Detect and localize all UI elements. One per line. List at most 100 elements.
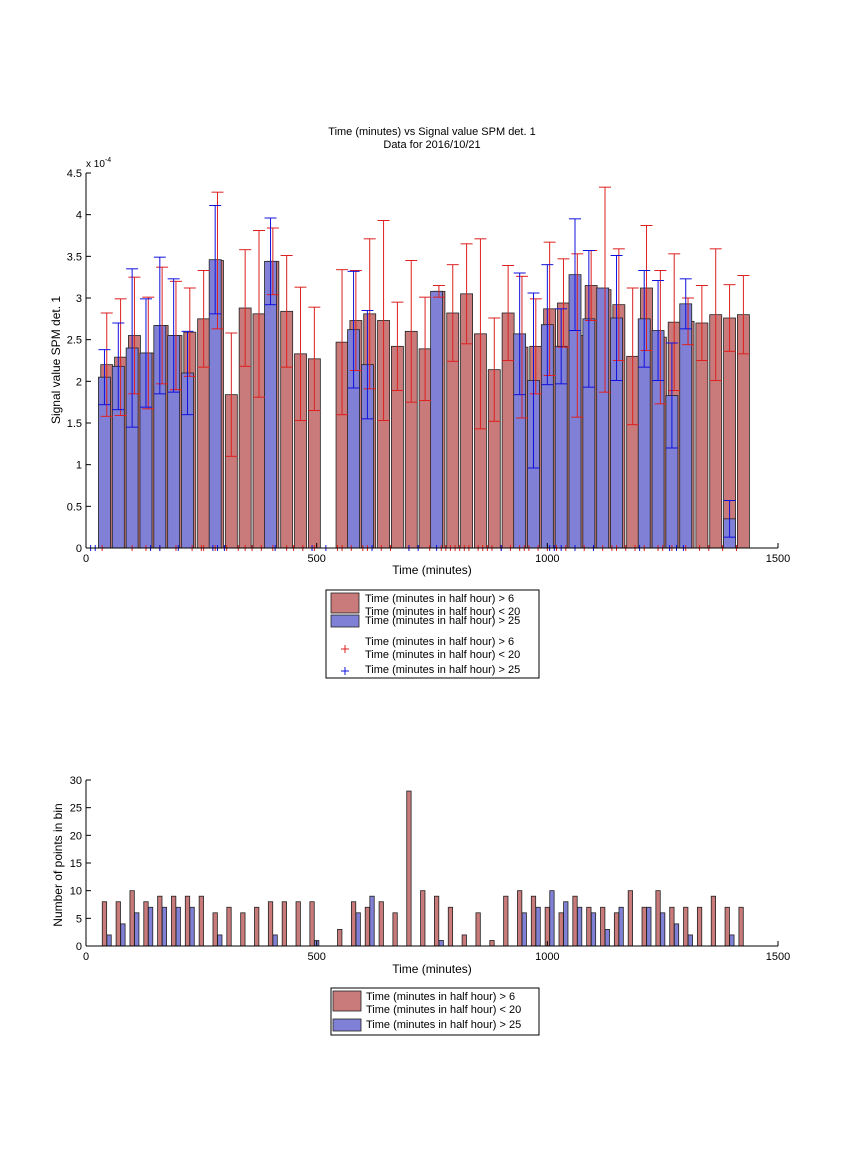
chart2-bar xyxy=(655,890,661,947)
chart1-error-bar xyxy=(112,322,125,411)
chart1-error-bar xyxy=(181,330,194,416)
signal-chart: Time (minutes) vs Signal value SPM det. … xyxy=(49,126,790,679)
chart2-bar xyxy=(558,912,564,947)
chart2-bar xyxy=(590,912,597,947)
chart1-error-bar xyxy=(571,253,584,418)
chart1-error-bar xyxy=(557,258,570,348)
chart2-y-tick-label: 15 xyxy=(70,858,82,870)
chart1-error-bar xyxy=(527,292,540,469)
chart1-error-bar xyxy=(640,225,653,351)
chart1-error-bar xyxy=(679,278,692,330)
chart2-bar xyxy=(475,912,481,947)
chart1-error-bar xyxy=(709,248,722,381)
chart1-y-tick-label: 1 xyxy=(76,460,82,472)
chart2-bar xyxy=(267,901,274,947)
chart1-error-bar xyxy=(197,270,210,368)
chart1-legend-swatch xyxy=(330,614,360,628)
chart1-y-tick-label: 0.5 xyxy=(67,501,82,513)
chart2-bar xyxy=(729,934,735,947)
chart1-error-bar xyxy=(460,243,473,345)
chart2-bar xyxy=(134,912,140,947)
chart2-bar xyxy=(604,929,610,947)
chart2-ylabel: Number of points in bin xyxy=(51,803,65,926)
chart1-error-bar xyxy=(156,266,169,385)
chart2-bar xyxy=(161,906,168,947)
chart2-bar xyxy=(646,906,652,947)
chart2-legend-label: Time (minutes in half hour) < 20 xyxy=(366,1004,521,1016)
chart1-y-tick-label: 2 xyxy=(76,376,82,388)
chart2-bar xyxy=(461,934,467,947)
chart1-legend-label: Time (minutes in half hour) > 25 xyxy=(365,615,520,627)
chart1-error-bar xyxy=(668,253,681,391)
chart2-y-tick-label: 25 xyxy=(70,803,82,815)
chart1-error-bar xyxy=(682,297,695,346)
chart2-bar xyxy=(434,895,440,947)
chart1-bar xyxy=(596,287,610,549)
chart1-error-bar xyxy=(347,270,360,389)
chart1-error-bar xyxy=(405,260,418,403)
chart2-bar xyxy=(254,906,260,947)
chart1-error-bar xyxy=(529,298,542,395)
chart2-bar xyxy=(600,906,606,947)
chart2-bar xyxy=(673,923,680,947)
chart2-bar xyxy=(683,906,689,947)
chart1-legend-label: Time (minutes in half hour) < 20 xyxy=(365,606,520,618)
chart2-bar xyxy=(217,934,223,947)
chart1-error-bar xyxy=(502,265,515,361)
chart1-error-bar xyxy=(239,249,252,367)
chart2-legend-label: Time (minutes in half hour) > 25 xyxy=(366,1019,521,1031)
chart2-bar xyxy=(577,906,583,947)
chart1-bar xyxy=(679,303,693,549)
chart1-error-bar xyxy=(280,255,293,368)
chart2-y-tick-label: 20 xyxy=(70,830,82,842)
chart2-bar xyxy=(724,906,730,947)
chart2-bar xyxy=(309,901,315,947)
chart1-error-bar xyxy=(142,296,155,410)
chart1-error-bar xyxy=(253,230,265,398)
chart1-error-bar xyxy=(349,270,362,371)
chart2-legend-box xyxy=(330,987,540,1036)
chart1-error-bar xyxy=(153,256,166,395)
chart1-error-bar xyxy=(211,191,224,330)
chart1-x-tick-label: 1500 xyxy=(766,553,790,565)
chart2-axes: 0 500 1000 1500 0 5 10 15 20 25 30 xyxy=(70,775,790,963)
chart1-error-bar xyxy=(513,272,526,396)
chart2-bar xyxy=(521,912,527,947)
chart2-bar xyxy=(544,906,550,947)
chart2-bar xyxy=(147,906,154,947)
chart2-bar xyxy=(618,906,624,947)
chart1-error-bar xyxy=(183,287,196,377)
chart2-bar xyxy=(549,890,555,947)
chart2-bar xyxy=(212,912,218,947)
chart2-bar xyxy=(350,901,357,947)
chart1-y-tick-label: 0 xyxy=(76,543,82,555)
chart1-x-tick-label: 1000 xyxy=(535,553,559,565)
chart1-exponent-base: x 10 xyxy=(86,159,105,170)
chart1-error-bar xyxy=(652,280,665,381)
chart1-subtitle: Data for 2016/10/21 xyxy=(383,139,480,151)
chart2-y-tick-label: 30 xyxy=(70,775,82,787)
chart1-error-bar xyxy=(599,186,611,393)
chart2-bar xyxy=(660,912,666,947)
chart2-bar xyxy=(129,890,135,947)
chart1-error-bar xyxy=(167,278,180,393)
chart1-error-bar xyxy=(569,218,582,331)
chart2-bar xyxy=(120,923,126,947)
chart1-error-bar xyxy=(432,285,445,298)
chart1-error-bar xyxy=(555,308,568,385)
chart2-bar xyxy=(101,901,108,947)
chart2-bar xyxy=(106,934,112,947)
chart1-error-bar xyxy=(610,255,623,381)
chart1-error-bar xyxy=(654,270,667,405)
chart2-bar xyxy=(406,790,412,947)
chart1-error-bar xyxy=(474,238,487,430)
chart1-error-bar xyxy=(294,286,307,421)
chart1-bar xyxy=(430,290,444,549)
chart1-error-bar xyxy=(139,298,152,408)
chart1-x-tick-label: 500 xyxy=(307,553,325,565)
chart2-xlabel: Time (minutes) xyxy=(392,962,472,976)
chart2-bar xyxy=(364,906,371,947)
